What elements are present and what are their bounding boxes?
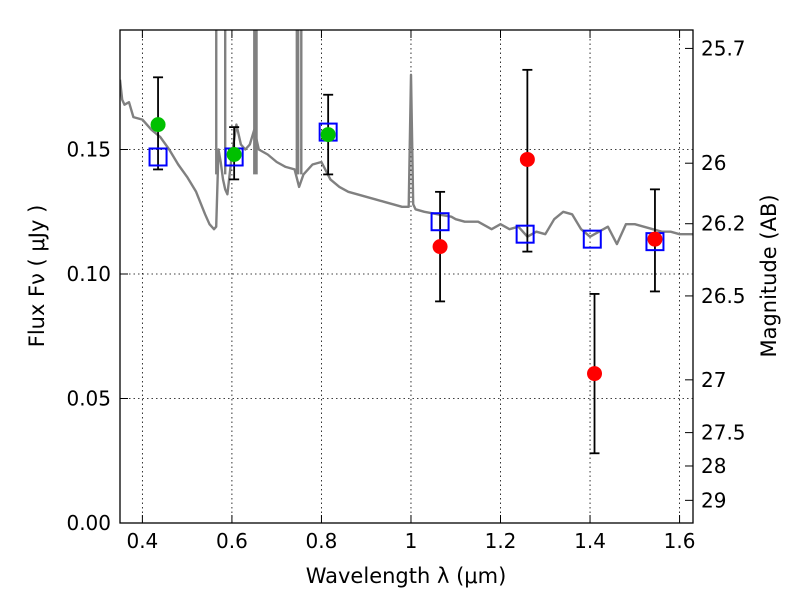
x-tick-label: 1 — [405, 529, 418, 553]
observed-optical-point — [320, 127, 336, 143]
plot-frame — [119, 29, 694, 524]
y2-tick-label: 28 — [701, 454, 726, 478]
y-axis-label: Flux Fν ( μJy ) — [25, 205, 49, 348]
x-tick-label: 1.2 — [485, 529, 517, 553]
x-tick-label: 1.4 — [574, 529, 606, 553]
model-square — [582, 229, 602, 249]
spectrum-line — [120, 73, 693, 246]
observed-nir-point — [587, 366, 603, 382]
x-tick-label: 0.8 — [306, 529, 338, 553]
y2-tick-label: 25.7 — [701, 36, 746, 60]
y2-tick-label: 27 — [701, 368, 726, 392]
observed-optical-point — [150, 117, 166, 133]
y-tick-label: 0.00 — [66, 511, 111, 535]
x-tick-label: 0.6 — [216, 529, 248, 553]
y2-tick-label: 26 — [701, 151, 726, 175]
observed-nir-point — [647, 231, 663, 247]
plot-area — [120, 30, 693, 455]
x-tick-label: 0.4 — [126, 529, 158, 553]
x-tick-label: 1.6 — [664, 529, 696, 553]
model-square — [430, 212, 450, 232]
y2-axis-label: Magnitude (AB) — [757, 194, 781, 357]
y-tick-label: 0.15 — [66, 138, 111, 162]
observed-nir-point — [519, 151, 535, 167]
observed-nir-point — [432, 239, 448, 255]
model-square — [515, 224, 535, 244]
x-axis-label: Wavelength λ (μm) — [306, 564, 507, 588]
y2-tick-label: 29 — [701, 488, 726, 512]
y-tick-label: 0.10 — [66, 262, 111, 286]
y2-tick-label: 26.2 — [701, 212, 746, 236]
axis-ticks: 0.4 0.6 0.8 1 1.2 1.4 1.6 0.00 0.05 0.10 0.15 25.7 2… — [66, 30, 746, 553]
observed-optical-point — [226, 146, 242, 162]
y-tick-label: 0.05 — [66, 387, 111, 411]
y2-tick-label: 27.5 — [701, 421, 746, 445]
model-square — [148, 147, 168, 167]
y2-tick-label: 26.5 — [701, 284, 746, 308]
